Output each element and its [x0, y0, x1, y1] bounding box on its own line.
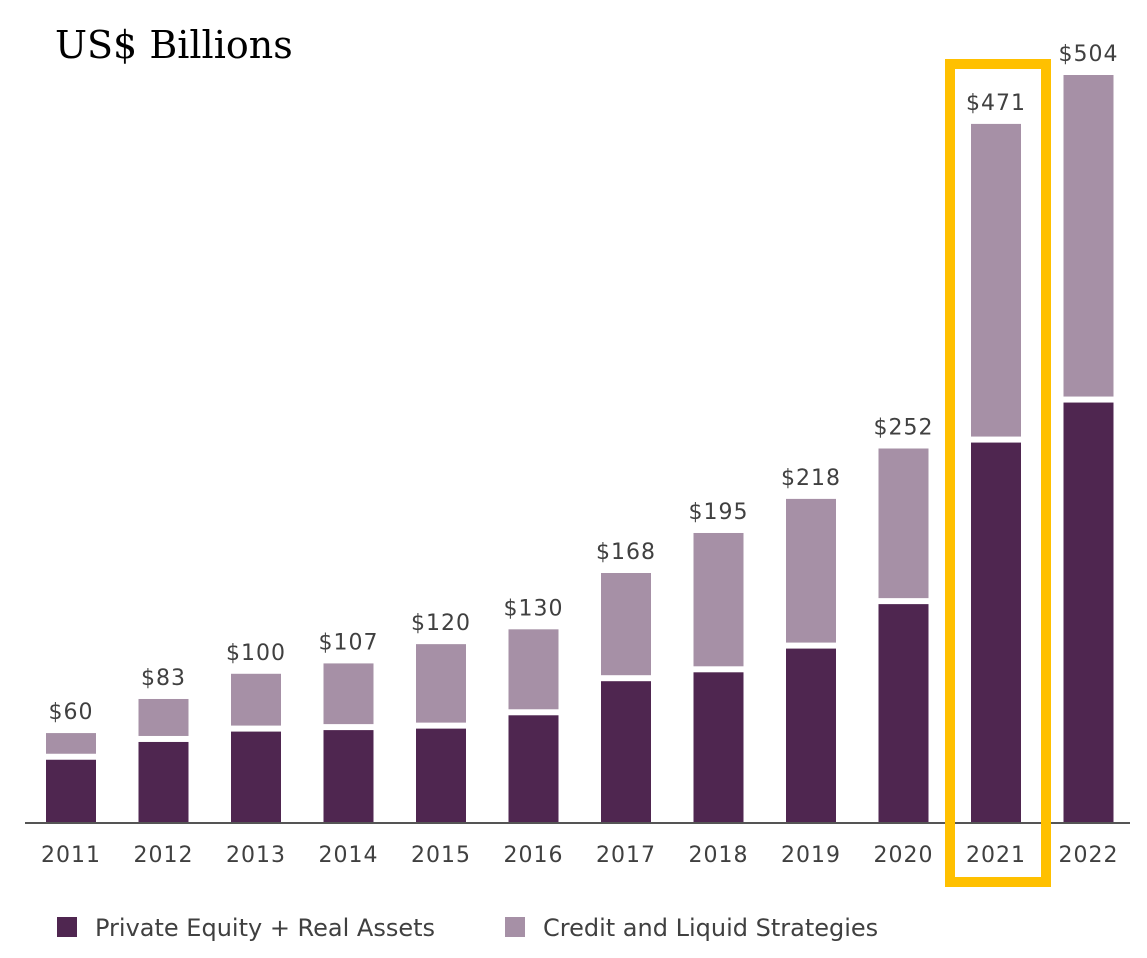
bar-private-equity-2013: [231, 731, 281, 822]
bar-private-equity-2016: [508, 715, 559, 822]
bar-private-equity-2014: [323, 730, 374, 822]
x-tick-2019: 2019: [781, 843, 841, 868]
total-label-2011: $60: [49, 700, 94, 725]
bar-credit-2021: [971, 123, 1021, 437]
bar-credit-2018: [693, 532, 744, 667]
bar-credit-2015: [416, 644, 466, 723]
bar-private-equity-2015: [416, 728, 466, 822]
bar-credit-2022: [1063, 75, 1114, 397]
bar-private-equity-2012: [138, 741, 189, 822]
total-label-2019: $218: [781, 466, 841, 491]
bar-private-equity-2021: [971, 442, 1021, 822]
total-label-2018: $195: [689, 500, 749, 525]
x-tick-2017: 2017: [596, 843, 656, 868]
total-label-2016: $130: [504, 596, 564, 621]
total-label-2013: $100: [226, 641, 286, 666]
total-label-2020: $252: [874, 416, 934, 441]
bar-private-equity-2011: [46, 759, 96, 822]
bar-credit-2016: [508, 629, 559, 710]
bar-private-equity-2018: [693, 672, 744, 822]
x-tick-2018: 2018: [689, 843, 749, 868]
x-tick-2022: 2022: [1059, 843, 1119, 868]
legend-label-credit: Credit and Liquid Strategies: [543, 914, 878, 942]
x-tick-2021: 2021: [966, 843, 1026, 868]
bar-private-equity-2019: [786, 648, 836, 822]
bar-credit-2011: [46, 733, 96, 754]
bar-private-equity-2022: [1063, 402, 1114, 822]
total-label-2012: $83: [141, 666, 186, 691]
legend-label-private-equity: Private Equity + Real Assets: [95, 914, 435, 942]
bar-credit-2019: [786, 498, 836, 643]
bar-credit-2012: [138, 698, 189, 736]
bar-credit-2017: [601, 573, 651, 676]
total-label-2021: $471: [966, 91, 1026, 116]
x-tick-2011: 2011: [41, 843, 101, 868]
x-tick-2016: 2016: [504, 843, 564, 868]
bar-credit-2013: [231, 673, 281, 726]
total-label-2014: $107: [319, 630, 379, 655]
x-tick-2013: 2013: [226, 843, 286, 868]
chart-title: US$ Billions: [55, 23, 293, 67]
x-tick-2014: 2014: [319, 843, 379, 868]
x-tick-2015: 2015: [411, 843, 471, 868]
legend-swatch-private-equity: [57, 917, 77, 937]
bar-credit-2014: [323, 663, 374, 725]
total-label-2022: $504: [1059, 42, 1119, 67]
bar-credit-2020: [878, 448, 929, 599]
total-label-2015: $120: [411, 611, 471, 636]
x-tick-2012: 2012: [134, 843, 194, 868]
legend-swatch-credit: [505, 917, 525, 937]
total-label-2017: $168: [596, 540, 656, 565]
bar-private-equity-2020: [878, 604, 929, 822]
bar-private-equity-2017: [601, 681, 651, 822]
highlight-box-2021: [945, 59, 1051, 887]
x-tick-2020: 2020: [874, 843, 934, 868]
legend: Private Equity + Real Assets Credit and …: [57, 914, 878, 942]
